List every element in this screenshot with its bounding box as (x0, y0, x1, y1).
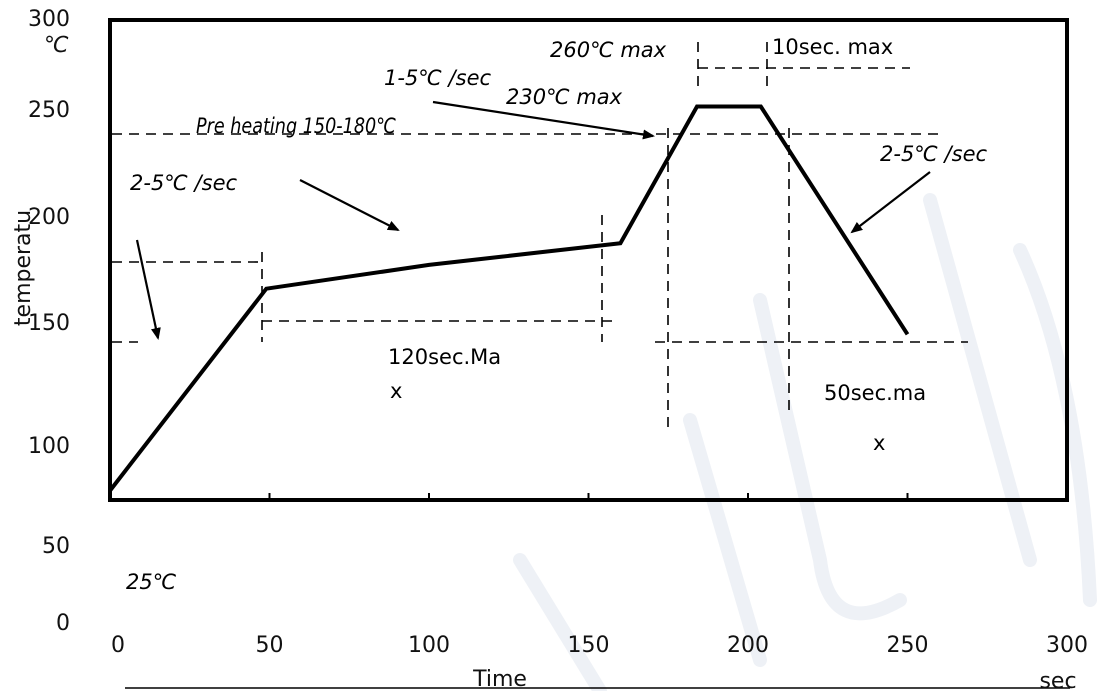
y-unit-label: ℃ (44, 33, 69, 58)
annotation-25c: 25℃ (126, 570, 177, 594)
guide-lines (112, 42, 968, 432)
annotation-230: 230℃ max (506, 85, 623, 109)
y-tick-label: 300 (28, 7, 70, 32)
annotation-10sec: 10sec. max (772, 35, 893, 59)
y-tick-labels: 0 50 100 150 200 250 300 (28, 7, 70, 636)
annotation-ramp-down: 2-5℃ /sec (880, 142, 987, 166)
annotation-120sec-line2: x (390, 379, 402, 403)
annotation-50sec-line1: 50sec.ma (824, 381, 926, 405)
annotation-arrows (135, 100, 931, 340)
annotation-50sec-line2: x (873, 431, 885, 455)
x-tick-label: 50 (256, 633, 284, 658)
arrow-preheat (299, 179, 400, 231)
arrow-ramp-down (850, 171, 931, 234)
annotation-ramp-mid: 1-5℃ /sec (384, 66, 491, 90)
annotation-preheat: Pre heating 150-180℃ (196, 114, 396, 138)
x-tick-label: 0 (111, 633, 125, 658)
x-unit-label: sec (1039, 669, 1076, 691)
y-tick-label: 200 (28, 205, 70, 230)
annotation-120sec-line1: 120sec.Ma (388, 345, 501, 369)
x-axis-label: Time (472, 667, 527, 691)
x-tick-label: 150 (568, 633, 610, 658)
x-tick-label: 100 (408, 633, 450, 658)
annotation-ramp-up: 2-5℃ /sec (130, 171, 237, 195)
x-tick-labels: 0 50 100 150 200 250 300 (111, 633, 1088, 658)
watermark (513, 193, 1097, 691)
frame-ticks (268, 493, 909, 500)
y-tick-label: 150 (28, 311, 70, 336)
arrow-ramp-up (135, 239, 161, 340)
y-tick-label: 50 (42, 534, 70, 559)
x-tick-label: 200 (727, 633, 769, 658)
arrow-ramp-mid (432, 100, 655, 140)
y-tick-label: 250 (28, 98, 70, 123)
x-tick-label: 250 (887, 633, 929, 658)
series-line (108, 104, 910, 492)
y-tick-label: 0 (56, 611, 70, 636)
y-tick-label: 100 (28, 434, 70, 459)
y-axis-label: temperatu (11, 210, 36, 326)
x-tick-label: 300 (1046, 633, 1088, 658)
annotation-260: 260℃ max (550, 38, 667, 62)
